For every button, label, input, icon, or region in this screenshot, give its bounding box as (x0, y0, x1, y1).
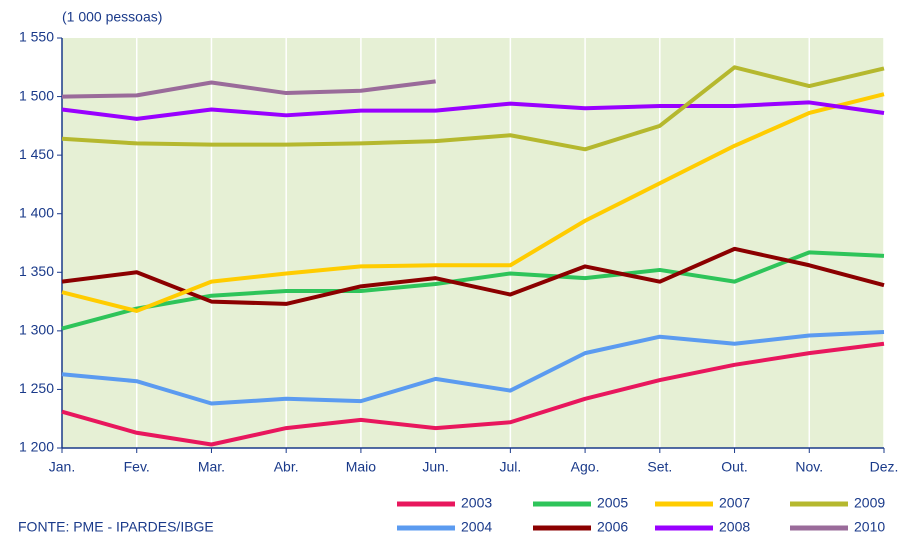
x-tick-label: Maio (346, 459, 377, 475)
series-line (61, 65, 885, 152)
x-tick-label: Jan. (49, 459, 75, 475)
legend-label: 2007 (719, 495, 750, 511)
y-tick-label: 1 350 (19, 263, 54, 279)
x-tick-label: Fev. (124, 459, 150, 475)
y-tick-label: 1 450 (19, 146, 54, 162)
series-line (61, 330, 885, 406)
series-line (61, 341, 885, 447)
series-line (61, 100, 885, 121)
y-tick-label: 1 300 (19, 322, 54, 338)
x-tick-label: Ago. (571, 459, 600, 475)
y-tick-label: 1 550 (19, 29, 54, 45)
legend-label: 2003 (461, 495, 492, 511)
x-tick-label: Jun. (422, 459, 448, 475)
x-tick-label: Nov. (795, 459, 823, 475)
y-tick-label: 1 500 (19, 87, 54, 103)
series-line (61, 92, 885, 313)
x-tick-label: Abr. (274, 459, 299, 475)
source: FONTE: PME - IPARDES/IBGE (18, 519, 214, 535)
legend-label: 2009 (854, 495, 885, 511)
y-tick-label: 1 250 (19, 380, 54, 396)
series-line (61, 246, 885, 306)
legend-label: 2005 (597, 495, 628, 511)
legend-label: 2008 (719, 519, 750, 535)
legend-label: 2004 (461, 519, 492, 535)
y-tick-label: 1 200 (19, 439, 54, 455)
x-tick-label: Out. (721, 459, 747, 475)
x-tick-label: Jul. (499, 459, 521, 475)
series-line (61, 79, 436, 99)
legend-label: 2006 (597, 519, 628, 535)
legend-label: 2010 (854, 519, 885, 535)
x-tick-label: Set. (647, 459, 672, 475)
x-tick-label: Mar. (198, 459, 225, 475)
x-tick-label: Dez. (870, 459, 899, 475)
y-tick-label: 1 400 (19, 204, 54, 220)
unit-label: (1 000 pessoas) (62, 9, 162, 25)
